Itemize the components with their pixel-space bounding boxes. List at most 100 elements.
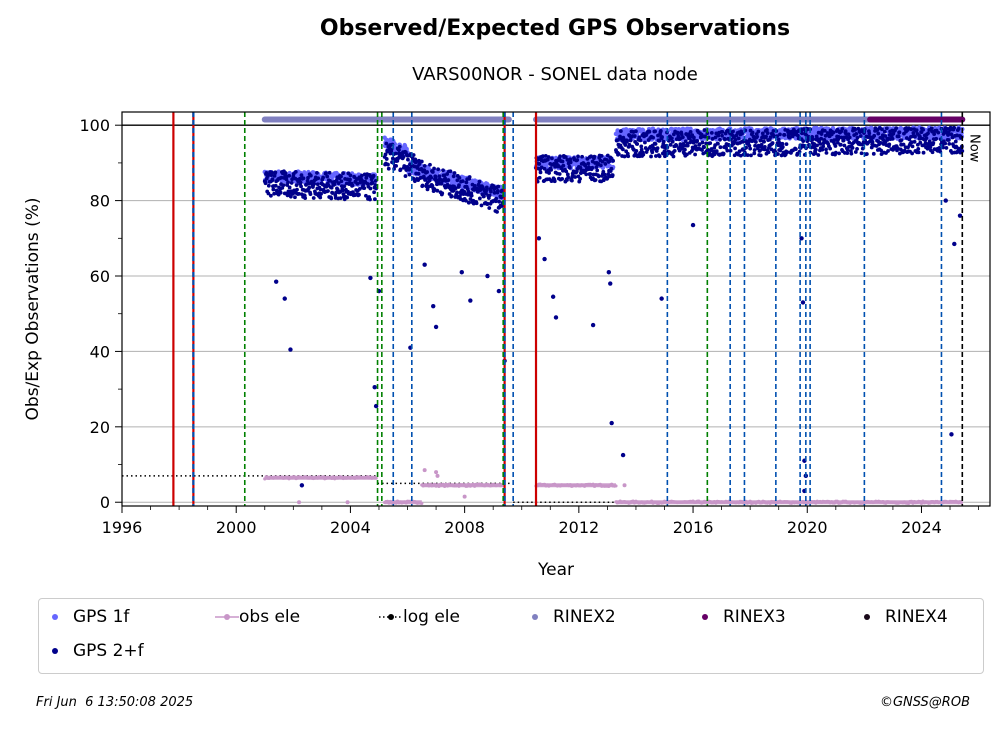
gps-1f-point — [311, 170, 317, 176]
legend-label: RINEX4 — [885, 607, 948, 627]
gps-2f-point — [329, 196, 334, 201]
gps-2f-point — [287, 185, 292, 190]
gps-2f-point — [557, 172, 562, 176]
legend-marker — [379, 614, 403, 620]
gps-2f-point — [477, 196, 482, 201]
gps-2f-point — [607, 159, 612, 164]
gps-2f-point — [440, 191, 445, 196]
gps-2f-point — [738, 153, 743, 158]
gps-2f-point — [853, 150, 858, 154]
gps-2f-point — [433, 324, 439, 330]
gps-2f-point — [437, 174, 442, 179]
obs-ele-point — [345, 500, 350, 505]
gps-2f-point — [716, 141, 720, 146]
gps-2f-point — [725, 148, 730, 153]
gps-2f-point — [845, 151, 850, 155]
gps-2f-point — [537, 175, 542, 180]
gps-2f-point — [297, 191, 301, 196]
obs-ele-point — [420, 501, 424, 505]
gps-2f-point — [659, 296, 664, 301]
gps-2f-point — [731, 129, 735, 134]
obs-ele-point — [462, 494, 467, 499]
gps-2f-point — [890, 136, 895, 141]
gps-2f-point — [568, 160, 573, 165]
gps-2f-point — [386, 166, 391, 171]
gps-2f-point — [952, 241, 957, 247]
gps-2f-point — [372, 197, 377, 202]
gps-2f-point — [542, 166, 547, 171]
gps-2f-point — [547, 171, 551, 175]
gps-2f-point — [453, 186, 458, 191]
gps-2f-point — [431, 303, 436, 309]
gps-2f-point — [288, 347, 293, 352]
gps-2f-point — [560, 177, 565, 181]
gps-2f-point — [341, 171, 345, 176]
gps-2f-point — [764, 134, 768, 139]
gps-2f-point — [584, 172, 589, 177]
gps-2f-point — [398, 167, 403, 172]
plot-frame — [121, 111, 991, 507]
gps-2f-point — [459, 270, 464, 275]
gps-2f-point — [685, 143, 690, 148]
gps-2f-point — [330, 191, 335, 195]
gps-2f-point — [575, 158, 580, 162]
gps-2f-point — [759, 142, 764, 147]
gps-2f-point — [541, 154, 545, 158]
generated-timestamp: Fri Jun 6 13:50:08 2025 — [36, 695, 194, 710]
observations-chart: Now 1996 2000 2004 2008 2012 2016 2020 2024 0 20 40… — [23, 111, 991, 580]
gps-1f-point — [276, 169, 281, 174]
gps-2f-point — [373, 183, 378, 187]
gps-2f-point — [618, 129, 623, 133]
gps-2f-point — [764, 127, 769, 132]
gps-2f-point — [603, 162, 608, 166]
gps-2f-point — [750, 130, 755, 135]
gps-2f-point — [713, 135, 718, 140]
gps-2f-point — [668, 142, 673, 147]
gps-2f-point — [654, 154, 658, 158]
gps-2f-point — [386, 162, 390, 167]
gps-2f-point — [765, 131, 770, 135]
gps-2f-point — [913, 134, 917, 139]
now-label: Now — [966, 134, 981, 163]
gps-2f-point — [910, 151, 915, 156]
gps-2f-point — [600, 159, 605, 164]
gps-2f-point — [638, 138, 643, 143]
gps-2f-point — [473, 184, 477, 188]
gps-2f-point — [818, 141, 823, 146]
gps-2f-point — [714, 149, 719, 154]
gps-2f-point — [831, 130, 836, 135]
gps-2f-point — [586, 161, 591, 166]
gps-2f-point — [318, 195, 323, 200]
gps-2f-point — [299, 483, 305, 488]
gps-2f-point — [464, 180, 469, 185]
obs-ele-point — [622, 483, 627, 488]
gps-2f-point — [496, 184, 501, 189]
gps-2f-point — [620, 147, 625, 152]
gps-2f-point — [778, 132, 782, 137]
gps-2f-point — [487, 206, 492, 210]
gps-2f-point — [749, 153, 753, 158]
gps-2f-point — [282, 296, 287, 301]
gps-2f-point — [680, 135, 685, 140]
legend-item-obs-ele: obs ele — [215, 607, 300, 627]
gps-2f-point — [876, 131, 881, 136]
gps-2f-point — [565, 157, 570, 162]
gps-2f-point — [841, 138, 846, 143]
gps-2f-point — [709, 147, 714, 151]
gps-2f-point — [321, 175, 325, 180]
gps-2f-point — [855, 147, 859, 151]
gps-2f-point — [464, 198, 468, 203]
gps-2f-point — [847, 140, 852, 145]
gps-2f-point — [301, 176, 306, 181]
gps-2f-point — [944, 146, 949, 150]
gps-2f-point — [872, 133, 877, 138]
gps-2f-point — [752, 148, 757, 152]
legend-item-gps-2f: GPS 2+f — [49, 641, 144, 661]
gps-2f-point — [926, 131, 930, 136]
gps-2f-point — [766, 150, 771, 155]
gps-2f-point — [348, 177, 352, 182]
legend-label: GPS 2+f — [73, 641, 144, 661]
gps-2f-point — [494, 196, 499, 201]
gps-2f-point — [279, 175, 284, 180]
gps-2f-point — [278, 190, 283, 195]
